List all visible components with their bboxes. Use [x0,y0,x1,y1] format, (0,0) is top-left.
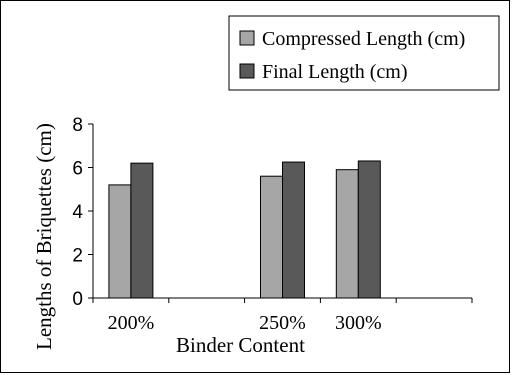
legend-box [228,15,500,91]
x-category-label: 300% [335,312,382,334]
x-axis-ticks: 200% 250% 300% [92,298,473,334]
y-tick-label: 2 [72,246,83,267]
x-category-label: 200% [108,312,155,334]
legend: Compressed Length (cm) Final Length (cm) [228,15,500,91]
bar-final-length [282,161,305,299]
y-tick-label: 6 [72,159,83,180]
y-tick-label: 0 [72,289,83,310]
legend-label-final: Final Length (cm) [262,61,408,83]
legend-swatch-final [239,63,255,79]
bar-compressed-length [260,175,283,299]
y-axis-title: Lengths of Briquettes (cm) [32,123,56,350]
y-tick-label: 4 [72,202,83,223]
x-axis-title: Binder Content [176,333,305,357]
bar-final-length [130,162,154,299]
bar-compressed-length [335,169,359,299]
legend-swatch-compressed [239,30,255,46]
bars [108,160,381,299]
bar-compressed-length [108,184,132,299]
legend-label-compressed: Compressed Length (cm) [262,28,465,50]
y-axis-ticks: 0 2 4 6 8 [72,115,93,310]
bar-final-length [357,160,381,299]
y-tick-label: 8 [72,115,83,136]
x-category-label: 250% [259,312,306,334]
